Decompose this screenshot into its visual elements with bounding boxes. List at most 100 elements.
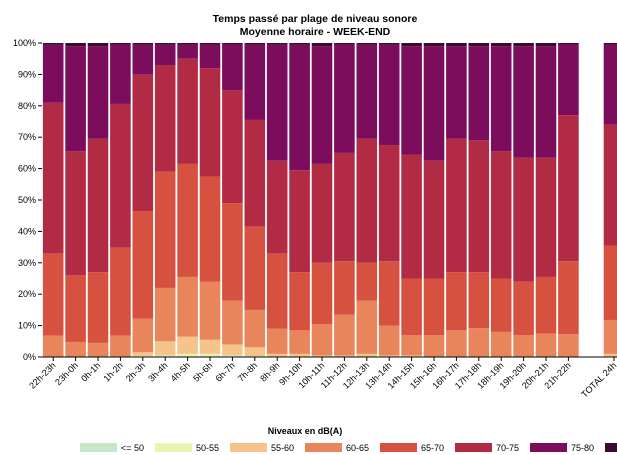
legend-title: Niveaux en dB(A) [268,426,343,436]
y-tick-label: 20% [18,289,36,299]
bar-segment [356,300,378,354]
bar-segment [378,355,400,357]
bar-segment [65,151,86,276]
bar-segment [311,262,333,325]
bar-segment [603,353,617,357]
bar-segment [65,341,86,357]
bar-segment [558,115,579,262]
bar-segment [603,44,617,125]
bar-segment [222,90,243,204]
bar-segment [65,43,86,47]
bar-segment [244,43,266,45]
bar-segment [356,262,378,301]
bar-segment [199,68,221,177]
legend-swatch [155,443,192,452]
legend-swatch [455,443,492,452]
bar-segment [110,335,131,357]
y-tick-label: 70% [18,132,36,142]
bar-segment [356,44,378,139]
y-tick-label: 40% [18,226,36,236]
bar-segment [289,353,310,357]
y-tick-label: 60% [18,164,36,174]
bar-segment [177,276,198,337]
bar-segment [177,44,198,59]
bar-segment [87,138,109,273]
bar-segment [378,145,400,262]
bar-segment [334,261,355,315]
bar-segment [244,119,266,227]
legend-label: 75-80 [571,443,594,453]
legend-label: 50-55 [196,443,219,453]
legend-label: 55-60 [271,443,294,453]
bar-segment [222,203,243,301]
bar-segment [490,151,512,279]
bar-segment [535,276,557,334]
bar-segment [468,43,490,47]
bar-segment [42,335,64,357]
bar-segment [446,43,467,47]
legend-label: <= 50 [121,443,144,453]
bar-segment [490,278,512,332]
bar-segment [558,261,579,335]
bar-segment [311,163,333,263]
bar-segment [603,245,617,320]
bar-segment [87,46,109,139]
x-tick-label: 23h-0h [53,360,80,387]
bar-segment [65,46,86,152]
bar-segment [222,43,243,45]
y-tick-label: 10% [18,321,36,331]
bar-segment [289,272,310,331]
bar-segment [401,278,422,336]
bar-segment [378,44,400,146]
bar-segment [535,46,557,158]
bar-segment [334,44,355,153]
bar-segment [446,138,467,273]
bar-segment [311,324,333,356]
bar-segment [558,44,579,116]
bar-segment [132,44,154,75]
bar-segment [42,102,64,254]
bar-segment [266,253,288,329]
x-tick-label: 5h-6h [191,360,214,383]
bar-segment [446,330,467,357]
bar-segment [513,43,534,47]
bar-segment [603,124,617,246]
bar-segment [266,43,288,45]
legend-swatch [530,443,567,452]
bar-segment [177,163,198,277]
legend-swatch [605,443,617,452]
bar-segment [513,281,534,336]
legend-swatch [305,443,342,452]
bar-segment [603,43,617,45]
bar-segment [334,152,355,262]
bar-segment [468,46,490,141]
legend-label: 70-75 [496,443,519,453]
bar-segment [110,43,131,45]
bar-segment [558,334,579,357]
bar-segment [423,335,445,357]
plot-area [42,43,617,357]
bar-segment [334,314,355,356]
y-tick-label: 0% [23,352,36,362]
x-tick-label: 0h-1h [79,360,102,383]
legend: Niveaux en dB(A) <= 50 50-55 55-60 60-65 65-… [80,426,617,453]
bar-segment [199,339,221,354]
bar-segment [401,43,422,47]
bar-segment [289,330,310,354]
bar-segment [266,160,288,254]
bar-segment [535,157,557,277]
bar-segment [446,46,467,139]
bar-segment [423,278,445,336]
bar-segment [311,43,333,47]
bar-segment [401,46,422,155]
bar-segment [490,331,512,357]
bar-segment [42,43,64,45]
bar-segment [289,44,310,171]
bar-segment [513,157,534,282]
bar-segment [132,210,154,319]
bar-segment [244,309,266,348]
x-tick-label: TOTAL 24h [579,360,617,399]
chart-subtitle: Moyenne horaire - WEEK-END [240,26,391,38]
bar-segment [154,287,176,342]
